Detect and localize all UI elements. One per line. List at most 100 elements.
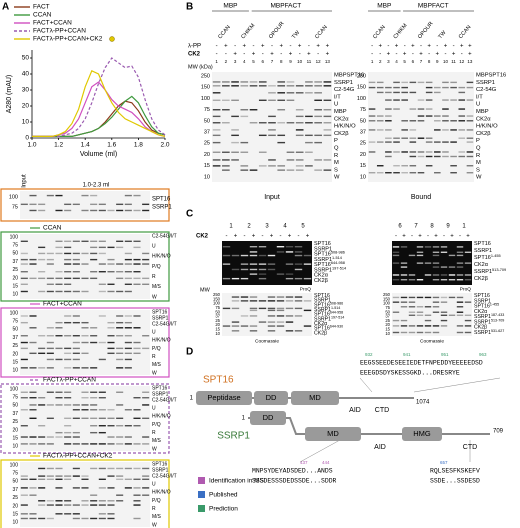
gel-band (417, 108, 425, 110)
gel-band (294, 330, 303, 332)
label: 8 (428, 59, 431, 64)
band-label: SSRP1 (314, 298, 331, 304)
label: 444 (322, 460, 330, 465)
gel-band (258, 151, 267, 153)
gel-band (29, 203, 37, 206)
band-label: SSRP1513-709 (474, 318, 504, 325)
gel-band (20, 367, 28, 369)
gel-band (240, 300, 249, 302)
gel-band (258, 165, 267, 167)
gel-band (124, 240, 132, 243)
gel-band (81, 335, 89, 337)
label: 5 (252, 59, 255, 64)
gel-band (323, 81, 332, 83)
gel-band (20, 290, 28, 293)
gel-band (464, 319, 472, 322)
gel-band (385, 141, 392, 143)
label: H/K/N/O (152, 338, 171, 344)
label: C2-54G/I/T (152, 473, 177, 479)
label: P/Q (152, 346, 161, 352)
band-name: SPT16 (314, 262, 331, 268)
gel-band (64, 504, 72, 506)
gel-band (466, 81, 474, 84)
gel-band (323, 122, 332, 124)
domain (254, 391, 288, 405)
gel-band (408, 254, 416, 257)
label: + (326, 52, 330, 58)
gel-band (432, 306, 440, 308)
gel-band (124, 436, 132, 438)
label: + (261, 44, 265, 50)
gel-band (98, 397, 106, 399)
gel-band (222, 151, 230, 153)
gel-band (267, 268, 276, 271)
band-label: CK2α (314, 273, 329, 279)
gel-band (456, 246, 464, 248)
gel-band (392, 319, 400, 322)
gel-band (133, 478, 141, 480)
label: 250 (383, 292, 391, 297)
gel-band (416, 262, 424, 264)
gel-band (434, 141, 441, 143)
gel-band (81, 517, 89, 520)
gel-band (385, 172, 392, 174)
gel-band (303, 263, 312, 265)
x-tick-label: 1.0 (27, 142, 36, 149)
gel-band (55, 240, 63, 243)
gel-band (98, 252, 106, 255)
gel-band (385, 120, 392, 122)
gel-band (107, 290, 115, 293)
gel-band (401, 165, 408, 167)
label: MBPFACT (270, 3, 301, 10)
gel-band (124, 321, 132, 324)
gel-band (249, 273, 258, 275)
gel-band (116, 436, 124, 438)
label: S (334, 167, 338, 173)
gel-band (124, 315, 132, 317)
gel-band (90, 494, 98, 496)
gel-band (231, 277, 240, 280)
gel-band (440, 279, 448, 281)
gel-band (231, 325, 240, 327)
label: 11 (307, 59, 312, 64)
gel-band (64, 203, 72, 206)
gel-band (249, 307, 258, 310)
gel-band (277, 92, 286, 94)
band-range: 531-627 (491, 329, 504, 333)
gel-band (231, 134, 239, 137)
band-label: SPT16644-958 (314, 261, 345, 268)
gel-band (368, 129, 376, 131)
label: - (216, 44, 218, 50)
gel-band (267, 254, 276, 257)
gel-band (107, 327, 115, 329)
x-tick-label: 2.0 (160, 142, 169, 149)
label: 15 (215, 327, 220, 332)
gel-band (409, 108, 417, 110)
gel-band (458, 99, 466, 101)
gel-band (212, 165, 221, 167)
band-label: SSRP1197-514 (314, 266, 347, 273)
gel-band (464, 262, 472, 264)
label: MBP (223, 3, 237, 10)
gel-band (458, 151, 466, 153)
gel-band (240, 263, 249, 265)
gel-band (314, 85, 322, 87)
label: 13 (467, 59, 473, 64)
label: MNPSYDEYADSDED...ANDS (252, 468, 333, 475)
gel (212, 72, 332, 182)
gel-band (276, 251, 285, 253)
label: + (378, 44, 382, 50)
gel-band (240, 315, 249, 317)
domain (305, 427, 361, 441)
gel-band (456, 311, 464, 313)
gel-band (212, 99, 221, 101)
gel-band (107, 209, 115, 212)
label: 8 (280, 59, 283, 64)
label: - (371, 52, 373, 58)
gel-band (466, 172, 474, 174)
gel-band (249, 309, 258, 312)
gel-band (458, 155, 466, 158)
gel-band (409, 91, 417, 94)
label: - (244, 234, 246, 240)
label: - (298, 234, 300, 240)
